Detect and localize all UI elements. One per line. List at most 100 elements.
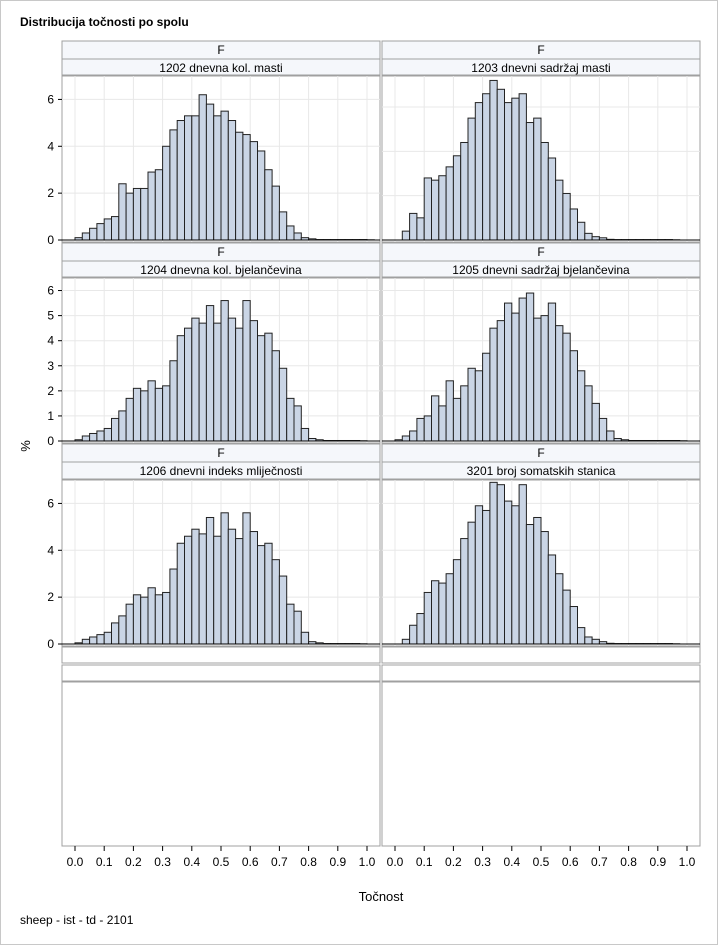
histogram-bar bbox=[460, 385, 469, 442]
histogram-bar bbox=[293, 610, 302, 645]
x-axis-label: Točnost bbox=[359, 889, 404, 904]
histogram-bar bbox=[504, 102, 513, 241]
x-tick-label: 1.0 bbox=[679, 855, 696, 869]
histogram-bar bbox=[591, 402, 600, 442]
histogram-bar bbox=[184, 327, 193, 442]
histogram-bar bbox=[257, 150, 266, 241]
histogram-bar bbox=[176, 120, 185, 241]
histogram-bar bbox=[111, 216, 120, 241]
histogram-bar bbox=[489, 327, 498, 442]
histogram-bar bbox=[525, 524, 535, 645]
histogram-bar bbox=[591, 638, 600, 645]
histogram-bar bbox=[140, 596, 149, 645]
histogram-bar bbox=[577, 370, 586, 442]
histogram-bar bbox=[438, 175, 447, 241]
histogram-bar bbox=[81, 435, 91, 442]
y-tick-label: 4 bbox=[47, 543, 54, 557]
group-strip-label: F bbox=[217, 446, 224, 460]
histogram-bar bbox=[140, 390, 149, 442]
histogram-bar bbox=[264, 332, 273, 442]
x-tick-label: 0.0 bbox=[387, 855, 404, 869]
histogram-bar bbox=[540, 315, 549, 442]
histogram-bar bbox=[569, 208, 579, 241]
histogram-bar bbox=[249, 320, 258, 442]
histogram-bar bbox=[584, 232, 593, 241]
trait-strip-label: 3201 broj somatskih stanica bbox=[467, 464, 616, 478]
histogram-bar bbox=[438, 582, 447, 645]
histogram-bar bbox=[562, 589, 571, 645]
histogram-bar bbox=[96, 223, 105, 241]
histogram-bar bbox=[467, 521, 476, 645]
empty-strip bbox=[61, 664, 381, 682]
histogram-bar bbox=[154, 387, 164, 442]
trait-strip-label: 1206 dnevni indeks mliječnosti bbox=[140, 464, 303, 478]
histogram-bar bbox=[474, 505, 484, 645]
histogram-bar bbox=[205, 516, 215, 645]
histogram-bar bbox=[103, 218, 112, 241]
histogram-bar bbox=[147, 380, 156, 442]
group-strip-label: F bbox=[217, 245, 224, 259]
x-tick-label: 0.1 bbox=[96, 855, 113, 869]
histogram-bar bbox=[467, 117, 476, 241]
trait-strip-label: 1204 dnevna kol. bjelančevina bbox=[140, 263, 302, 277]
x-tick-label: 0.1 bbox=[416, 855, 433, 869]
x-tick-label: 0.6 bbox=[562, 855, 579, 869]
histogram-bar bbox=[504, 500, 513, 645]
histogram-bar bbox=[125, 192, 134, 241]
trait-strip bbox=[381, 58, 701, 76]
y-tick-label: 2 bbox=[47, 384, 54, 398]
x-tick-label: 0.0 bbox=[67, 855, 84, 869]
histogram-bar bbox=[555, 325, 564, 442]
histogram-bar bbox=[518, 93, 527, 241]
histogram-bar bbox=[220, 512, 229, 645]
histogram-bar bbox=[191, 115, 200, 241]
trait-strip bbox=[61, 58, 381, 76]
histogram-bar bbox=[213, 115, 222, 241]
x-tick-label: 0.6 bbox=[242, 855, 259, 869]
histogram-bar bbox=[118, 410, 127, 442]
histogram-bar bbox=[409, 624, 418, 645]
histogram-bar bbox=[162, 145, 171, 241]
histogram-bar bbox=[249, 141, 258, 241]
histogram-bar bbox=[96, 430, 105, 442]
histogram-bar bbox=[147, 587, 156, 645]
histogram-bar bbox=[504, 302, 513, 442]
y-tick-label: 0 bbox=[47, 434, 54, 448]
histogram-bar bbox=[423, 591, 433, 645]
x-tick-label: 1.0 bbox=[359, 855, 376, 869]
histogram-bar bbox=[293, 232, 302, 241]
histogram-bar bbox=[81, 638, 91, 645]
histogram-bar bbox=[213, 322, 222, 442]
histogram-bar bbox=[416, 417, 425, 442]
histogram-bar bbox=[125, 603, 134, 645]
trait-strip bbox=[61, 461, 381, 480]
x-tick-label: 0.7 bbox=[591, 855, 608, 869]
y-tick-label: 6 bbox=[47, 284, 54, 298]
histogram-bar bbox=[278, 211, 288, 241]
histogram-bar bbox=[162, 385, 171, 442]
histogram-bar bbox=[547, 302, 557, 442]
histogram-bar bbox=[220, 300, 229, 442]
histogram-bar bbox=[431, 580, 440, 645]
histogram-bar bbox=[423, 415, 433, 442]
histogram-bar bbox=[176, 335, 185, 442]
x-tick-label: 0.5 bbox=[213, 855, 230, 869]
x-tick-label: 0.3 bbox=[154, 855, 171, 869]
histogram-bar bbox=[205, 305, 215, 442]
histogram-bar bbox=[125, 397, 134, 442]
histogram-bar bbox=[198, 94, 207, 241]
histogram-bar bbox=[264, 169, 273, 241]
histogram-bar bbox=[401, 435, 411, 442]
y-tick-label: 4 bbox=[47, 334, 54, 348]
y-tick-label: 3 bbox=[47, 359, 54, 373]
histogram-bar bbox=[286, 397, 295, 442]
x-tick-label: 0.2 bbox=[125, 855, 142, 869]
x-tick-label: 0.9 bbox=[649, 855, 666, 869]
histogram-bar bbox=[511, 312, 520, 442]
histogram-bar bbox=[235, 131, 244, 241]
histogram-bar bbox=[496, 320, 506, 442]
histogram-panel-1: F 1202 dnevna kol. masti 0 2 4 6 bbox=[47, 40, 381, 247]
empty-strip bbox=[381, 664, 701, 682]
empty-strip bbox=[381, 646, 701, 664]
